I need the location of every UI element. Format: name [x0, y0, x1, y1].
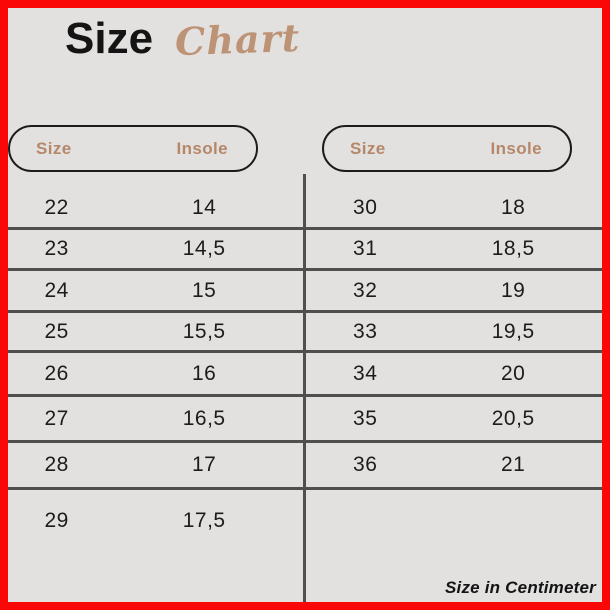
insole-cell: 16,5: [182, 406, 226, 430]
page-title: Size Chart: [65, 14, 301, 65]
size-table-left: 22 14 23 14,5 24 15 25 15,5 26 16 27 16,5 28 17 29 17,5: [8, 188, 303, 552]
size-cell: 26: [44, 361, 69, 385]
insole-cell: 18,5: [491, 237, 535, 260]
insole-cell: 18: [501, 195, 526, 219]
size-cell: 27: [44, 406, 69, 430]
size-cell: 28: [44, 453, 69, 476]
table-row: 30 18: [306, 188, 602, 230]
size-cell: 25: [44, 319, 69, 343]
table-row: 32 19: [306, 271, 602, 313]
size-cell: 22: [44, 195, 69, 219]
insole-cell: 15: [191, 278, 217, 302]
size-cell: 33: [353, 319, 378, 343]
size-cell: 29: [44, 509, 69, 532]
title-word-size: Size: [65, 14, 154, 63]
size-cell: 30: [353, 195, 378, 219]
unit-note: Size in Centimeter: [445, 578, 596, 597]
table-row: 22 14: [8, 188, 303, 230]
table-row: 25 15,5: [8, 313, 303, 353]
title-word-chart: Chart: [174, 14, 301, 65]
center-divider-line: [303, 174, 306, 602]
table-row: 36 21: [306, 443, 602, 490]
table-row: 29 17,5: [8, 490, 303, 552]
table-row: 23 14,5: [8, 230, 303, 271]
table-row: 33 19,5: [306, 313, 602, 353]
insole-cell: 20,5: [491, 406, 535, 430]
size-cell: 34: [353, 361, 378, 385]
left-table-header-pill: Size Insole: [8, 125, 258, 172]
table-row: 27 16,5: [8, 397, 303, 443]
size-cell: 36: [353, 453, 378, 476]
size-table-right: 30 18 31 18,5 32 19 33 19,5 34 20 35 20,5 36 21: [306, 188, 602, 490]
table-row: 34 20: [306, 353, 602, 397]
size-cell: 31: [353, 237, 378, 260]
size-cell: 35: [353, 406, 378, 430]
insole-cell: 17,5: [182, 509, 226, 532]
right-size-column-header: Size: [350, 138, 386, 158]
table-row: 35 20,5: [306, 397, 602, 443]
insole-cell: 14: [191, 195, 217, 219]
table-row: 24 15: [8, 271, 303, 313]
size-cell: 32: [353, 278, 378, 302]
insole-cell: 19: [501, 278, 526, 302]
table-row: 28 17: [8, 443, 303, 490]
insole-cell: 15,5: [182, 319, 226, 343]
insole-cell: 20: [501, 361, 526, 385]
size-cell: 23: [44, 237, 69, 260]
insole-cell: 14,5: [182, 237, 226, 260]
insole-cell: 16: [191, 361, 217, 385]
insole-cell: 19,5: [491, 319, 535, 343]
table-row: 31 18,5: [306, 230, 602, 271]
right-insole-column-header: Insole: [490, 138, 542, 158]
left-insole-column-header: Insole: [176, 138, 228, 158]
left-size-column-header: Size: [36, 138, 72, 158]
insole-cell: 17: [191, 453, 217, 476]
size-cell: 24: [44, 278, 69, 302]
right-table-header-pill: Size Insole: [322, 125, 572, 172]
table-row: 26 16: [8, 353, 303, 397]
insole-cell: 21: [501, 453, 526, 476]
